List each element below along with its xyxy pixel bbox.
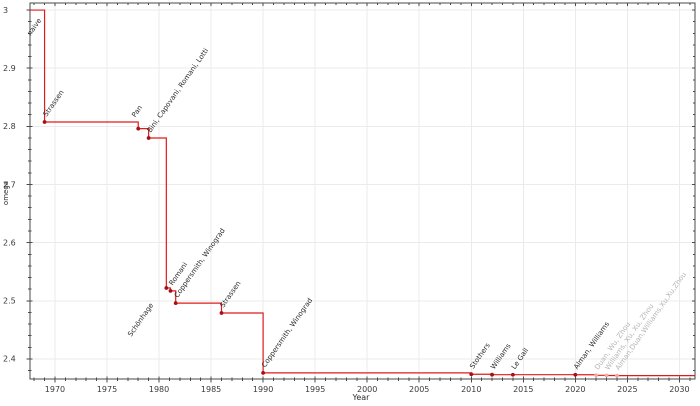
series-layer xyxy=(30,9,695,378)
data-point xyxy=(146,136,151,140)
data-point xyxy=(573,372,578,377)
annotation-label: naive xyxy=(26,17,44,37)
annotation-label: Bini, Capovani, Romani, Lotti xyxy=(146,47,211,134)
data-point xyxy=(615,373,619,378)
annotation-layer: naive Strassen Pan Bini, Capovani, Romani, … xyxy=(26,17,688,372)
x-tick-label: 1980 xyxy=(149,385,169,394)
axes-layer: 1970 1975 1980 1985 1990 1995 2000 2005 2010 2015… xyxy=(3,2,696,394)
data-point xyxy=(490,372,494,377)
x-tick-label: 1975 xyxy=(97,385,117,394)
y-tick-label: 2.9 xyxy=(3,64,16,73)
x-tick-label: 1970 xyxy=(45,385,65,394)
data-point xyxy=(510,372,515,377)
annotation-label: Coppersmith, Winograd xyxy=(260,297,314,369)
x-tick-label: 2010 xyxy=(461,385,481,394)
annotation-label: Schönhage xyxy=(126,302,155,338)
annotation-label: Pan xyxy=(130,104,144,119)
y-axis-title: omega xyxy=(2,181,10,205)
x-tick-label: 2000 xyxy=(357,385,377,394)
data-point xyxy=(469,372,474,377)
y-tick-label: 2.7 xyxy=(3,180,16,189)
grid-layer xyxy=(30,3,695,379)
data-point xyxy=(604,373,609,378)
annotation-label: Strassen xyxy=(219,280,243,309)
data-point xyxy=(168,289,173,293)
data-point xyxy=(261,370,266,375)
x-tick-label: 1990 xyxy=(253,385,273,394)
y-tick-label: 2.6 xyxy=(3,238,16,247)
x-axis-title: Year xyxy=(352,393,371,402)
x-tick-label: 1995 xyxy=(305,385,325,394)
data-point xyxy=(173,301,178,306)
annotation-label: Williams, Xu, Xu, Zhou xyxy=(604,302,656,371)
y-tick-label: 2.5 xyxy=(3,297,16,306)
x-tick-label: 1985 xyxy=(201,385,221,394)
plot-border xyxy=(29,2,696,380)
data-point xyxy=(42,120,47,124)
data-point xyxy=(164,286,169,290)
annotation-label: Strassen xyxy=(42,89,66,118)
omega-step-line xyxy=(30,9,695,377)
y-tick-label: 2.4 xyxy=(3,355,16,364)
x-tick-label: 2020 xyxy=(565,385,585,394)
y-tick-label: 3 xyxy=(3,6,8,15)
x-tick-label: 2005 xyxy=(409,385,429,394)
x-tick-label: 2030 xyxy=(669,385,689,394)
x-tick-label: 2015 xyxy=(513,385,533,394)
data-point xyxy=(594,373,599,378)
data-point xyxy=(136,126,141,131)
data-point xyxy=(219,311,224,315)
y-tick-label: 2.8 xyxy=(3,122,16,131)
x-tick-label: 2025 xyxy=(617,385,637,394)
